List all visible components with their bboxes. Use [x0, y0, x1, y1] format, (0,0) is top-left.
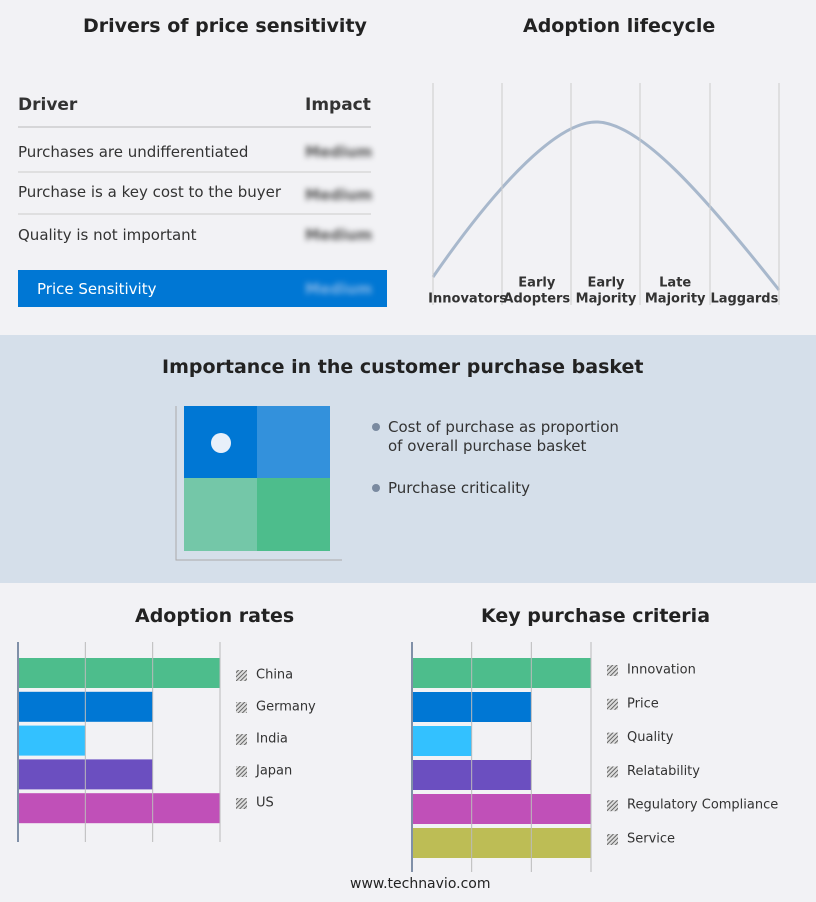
stage-label: Early — [518, 276, 556, 291]
bar — [412, 828, 591, 858]
legend-label: Quality — [627, 730, 674, 745]
bullet — [372, 484, 380, 492]
bullet — [372, 423, 380, 431]
legend-label: Regulatory Compliance — [627, 798, 778, 813]
bar — [18, 658, 220, 688]
stage-label: Laggards — [710, 292, 778, 307]
title: Drivers of price sensitivity — [83, 15, 367, 37]
stage-label: Innovators — [428, 292, 507, 307]
title: Importance in the customer purchase bask… — [162, 356, 644, 378]
legend-icon — [607, 766, 618, 778]
impact: Medium — [305, 143, 373, 161]
quadrant — [257, 406, 330, 478]
legend-label: Purchase criticality — [388, 479, 531, 497]
stage-label: Late — [659, 276, 691, 291]
legend-label: China — [256, 668, 293, 683]
impact: Medium — [305, 226, 373, 244]
bar — [18, 725, 86, 756]
quadrant — [184, 478, 257, 551]
title: Adoption rates — [135, 605, 295, 627]
driver: Quality is not important — [18, 226, 197, 244]
driver: Purchase is a key cost to the buyer — [18, 183, 282, 201]
legend-label: Price — [627, 696, 659, 711]
title: Key purchase criteria — [481, 605, 711, 627]
legend-icon — [236, 702, 247, 713]
bar — [412, 726, 472, 756]
legend-icon — [607, 800, 618, 812]
title: Adoption lifecycle — [523, 15, 716, 37]
marker — [211, 433, 231, 453]
legend-icon — [236, 766, 247, 777]
legend-icon — [236, 670, 247, 681]
legend-label: Service — [627, 832, 675, 847]
legend-label: US — [256, 796, 274, 811]
legend-icon — [607, 834, 618, 845]
summary-impact: Medium — [305, 280, 373, 298]
frame — [175, 406, 342, 561]
band — [0, 335, 816, 583]
driver: Purchases are undifferentiated — [18, 143, 249, 161]
legend-label: Germany — [256, 700, 316, 715]
bar — [18, 793, 220, 824]
quadrant — [257, 478, 330, 551]
impact: Medium — [305, 186, 373, 204]
legend-icon — [236, 734, 247, 745]
legend-label: Innovation — [627, 663, 696, 678]
bar — [412, 794, 591, 824]
stage-label: Majority — [576, 292, 637, 307]
legend-label: India — [256, 732, 288, 747]
header: Impact — [305, 95, 371, 115]
legend-icon — [236, 798, 247, 809]
legend-label: Japan — [255, 764, 292, 779]
summary-box — [18, 270, 387, 307]
header: Driver — [18, 95, 78, 115]
legend-icon — [607, 732, 618, 744]
stage-label: Early — [588, 276, 626, 291]
legend-label: Relatability — [627, 764, 700, 779]
legend-label: Cost of purchase as proportion of overal… — [388, 418, 619, 455]
footer: www.technavio.com — [350, 876, 491, 892]
stage-label: Majority — [645, 292, 706, 307]
stage-label: Adopters — [503, 292, 570, 307]
legend-icon — [607, 665, 618, 676]
lifecycle-curve — [431, 120, 781, 291]
legend-icon — [607, 698, 618, 710]
bar — [412, 658, 591, 688]
summary-label: Price Sensitivity — [37, 280, 157, 298]
